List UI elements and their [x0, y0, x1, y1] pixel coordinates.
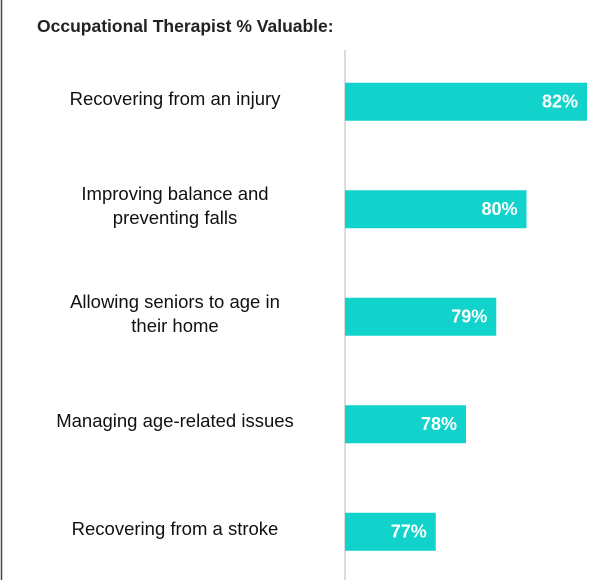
bar [345, 82, 587, 121]
value-label: 82% [542, 92, 578, 112]
bar [345, 190, 527, 229]
category-label: Improving balance and preventing falls [81, 183, 269, 229]
category-label: Allowing seniors to age in their home [70, 290, 280, 336]
category-label: Managing age-related issues [56, 410, 294, 432]
chart-title: Occupational Therapist % Valuable: [37, 16, 334, 36]
value-label: 79% [451, 307, 487, 327]
bar [345, 405, 466, 444]
category-label: Recovering from an injury [69, 87, 281, 109]
bar [345, 512, 436, 551]
value-label: 78% [421, 414, 457, 434]
category-label: Recovering from a stroke [71, 517, 279, 539]
value-label: 80% [481, 199, 517, 219]
value-label: 77% [391, 522, 427, 542]
bar [345, 297, 497, 336]
